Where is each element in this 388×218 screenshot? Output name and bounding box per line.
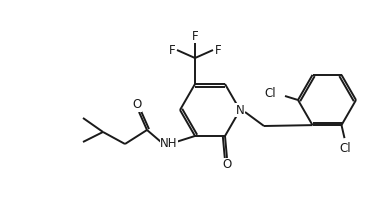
Text: O: O — [132, 99, 142, 111]
Text: Cl: Cl — [340, 142, 351, 155]
Text: NH: NH — [160, 138, 178, 150]
Text: O: O — [222, 158, 232, 172]
Text: N: N — [236, 104, 244, 116]
Text: F: F — [169, 44, 175, 56]
Text: F: F — [215, 44, 221, 56]
Text: F: F — [192, 29, 198, 43]
Text: Cl: Cl — [264, 87, 276, 99]
